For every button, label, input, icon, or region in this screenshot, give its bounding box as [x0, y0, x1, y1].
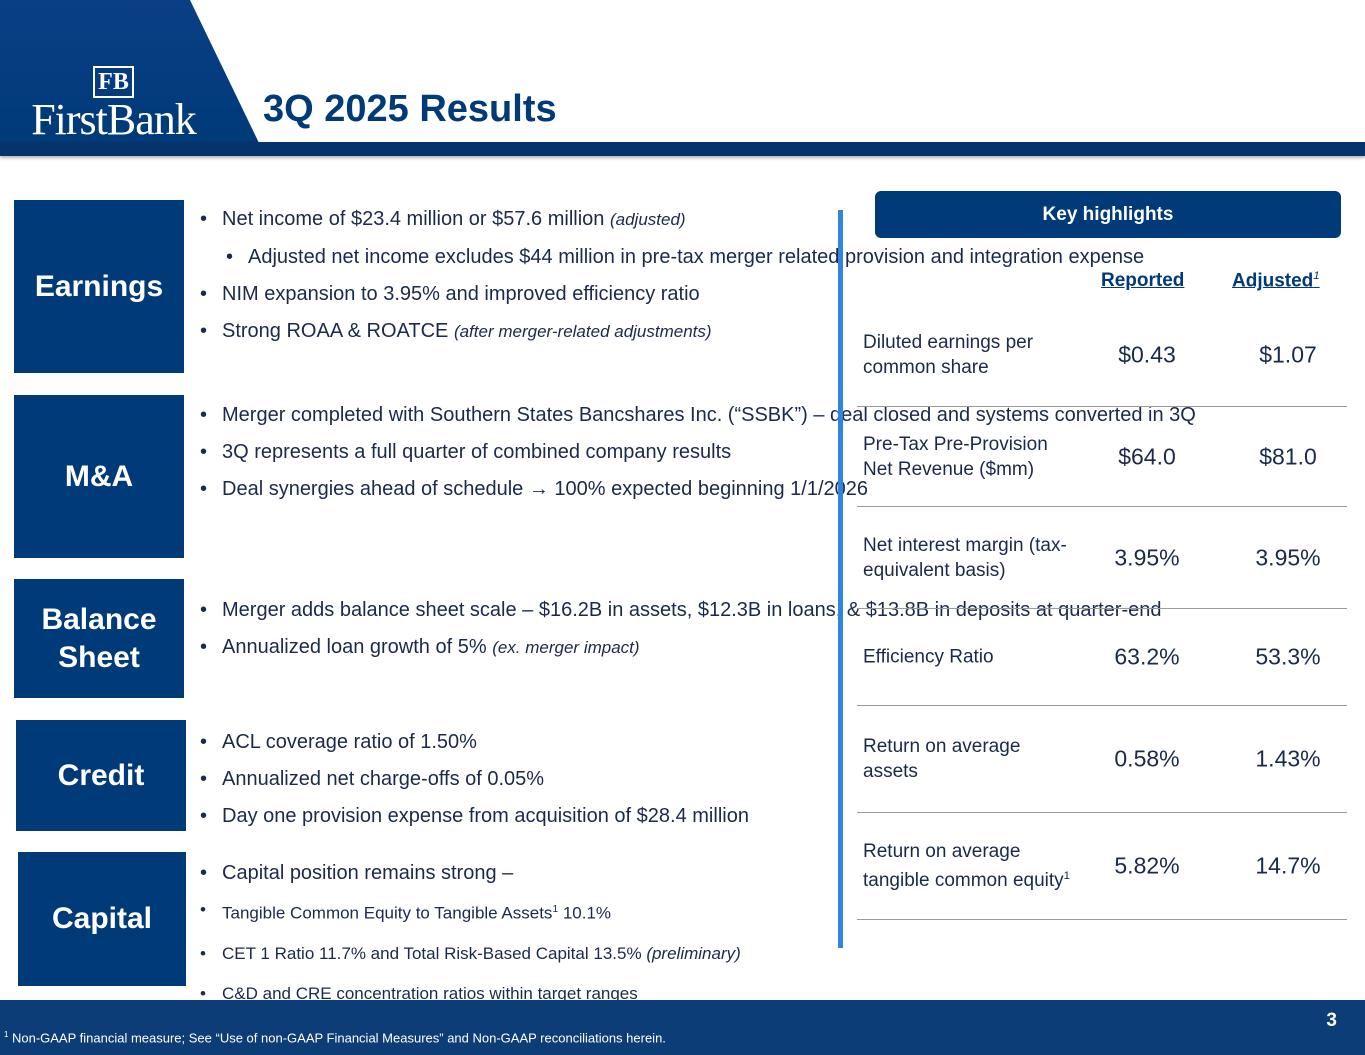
- section-label-earnings: Earnings: [14, 200, 184, 373]
- bullet-item: Deal synergies ahead of schedule → 100% …: [200, 476, 1196, 502]
- bullet-item: Day one provision expense from acquisiti…: [200, 803, 749, 829]
- bullet-text: Annualized net charge-offs of 0.05%: [222, 768, 545, 790]
- bullet-text-value: 10.1%: [558, 903, 612, 923]
- bullet-text: 3Q represents a full quarter of combined…: [222, 441, 732, 463]
- reported-value: $64.0: [1118, 443, 1176, 469]
- bullet-item: Tangible Common Equity to Tangible Asset…: [200, 897, 741, 927]
- col-reported: Reported: [1101, 270, 1185, 291]
- page-number: 3: [1326, 1010, 1337, 1031]
- metric-label: Diluted earnings per common share: [863, 330, 1078, 380]
- bullet-note: (after merger-related adjustments): [453, 322, 712, 341]
- bullet-text: Tangible Common Equity to Tangible Asset…: [222, 903, 553, 923]
- section-label-capital: Capital: [18, 852, 186, 986]
- reported-value: $0.43: [1118, 341, 1176, 367]
- highlight-row: Return on average assets 0.58% 1.43%: [857, 706, 1347, 813]
- metric-text: Net interest margin (tax-equivalent basi…: [863, 534, 1067, 581]
- bullet-item: Annualized net charge-offs of 0.05%: [200, 766, 749, 792]
- section-label-ma: M&A: [14, 395, 184, 558]
- footer: 3 1 Non-GAAP financial measure; See “Use…: [0, 1000, 1365, 1055]
- key-highlights-header: Key highlights: [875, 191, 1341, 238]
- bullet-text: ACL coverage ratio of 1.50%: [222, 731, 477, 753]
- footnote-marker: 1: [4, 1030, 9, 1039]
- balance-sheet-bullets: Merger adds balance sheet scale – $16.2B…: [200, 597, 1161, 672]
- bullet-text: Capital position remains strong –: [222, 862, 514, 884]
- col-adjusted-label: Adjusted: [1232, 270, 1314, 292]
- metric-label: Net interest margin (tax-equivalent basi…: [863, 533, 1078, 583]
- bullet-item: CET 1 Ratio 11.7% and Total Risk-Based C…: [200, 941, 741, 967]
- credit-bullets: ACL coverage ratio of 1.50% Annualized ne…: [200, 729, 749, 840]
- adjusted-value: 53.3%: [1255, 643, 1321, 670]
- section-label-credit: Credit: [16, 720, 186, 831]
- bullet-text: CET 1 Ratio 11.7% and Total Risk-Based C…: [222, 943, 642, 963]
- bullet-note: (adjusted): [609, 210, 686, 229]
- metric-label: Return on average tangible common equity…: [863, 839, 1078, 893]
- adjusted-value: $81.0: [1259, 443, 1317, 469]
- reported-value: 5.82%: [1114, 852, 1180, 879]
- adjusted-value: 14.7%: [1255, 852, 1321, 879]
- page-title: 3Q 2025 Results: [263, 88, 557, 130]
- section-label-balance-sheet: Balance Sheet: [14, 579, 184, 698]
- footnote: 1 Non-GAAP financial measure; See “Use o…: [4, 1030, 666, 1045]
- bullet-item: Net income of $23.4 million or $57.6 mil…: [200, 206, 1144, 233]
- divider: [838, 210, 843, 948]
- metric-text: Pre-Tax Pre-Provision Net Revenue ($mm): [863, 433, 1048, 480]
- adjusted-value: $1.07: [1259, 341, 1317, 367]
- logo-name: FirstBank: [31, 95, 197, 144]
- footnote-ref: 1: [1063, 869, 1071, 882]
- bullet-text: NIM expansion to 3.95% and improved effi…: [222, 283, 700, 305]
- bullet-item: C&D and CRE concentration ratios within …: [200, 981, 741, 1007]
- reported-value: 3.95%: [1114, 544, 1180, 570]
- header-bar: [0, 142, 1365, 156]
- bullet-note: (ex. merger impact): [492, 638, 640, 657]
- bullet-note: (preliminary): [646, 943, 741, 963]
- reported-value: 0.58%: [1114, 745, 1180, 772]
- reported-value: 63.2%: [1114, 643, 1180, 670]
- col-adjusted: Adjusted1: [1232, 270, 1320, 292]
- footnote-ref: 1: [552, 904, 559, 915]
- bullet-text: Annualized loan growth of 5%: [222, 636, 487, 658]
- metric-label: Return on average assets: [863, 734, 1078, 784]
- bullet-item: Strong ROAA & ROATCE (after merger-relat…: [200, 318, 1144, 345]
- highlight-row: Pre-Tax Pre-Provision Net Revenue ($mm) $…: [857, 407, 1347, 507]
- footnote-ref: 1: [1313, 270, 1320, 282]
- bullet-text: Merger adds balance sheet scale – $16.2B…: [222, 599, 1162, 621]
- metric-text: Return on average assets: [863, 736, 1021, 782]
- adjusted-value: 1.43%: [1255, 745, 1321, 772]
- ma-bullets: Merger completed with Southern States Ba…: [200, 402, 1196, 513]
- capital-bullets: Capital position remains strong – Tangibl…: [200, 860, 741, 1021]
- metric-label: Pre-Tax Pre-Provision Net Revenue ($mm): [863, 432, 1078, 482]
- metric-text: Return on average tangible common equity: [863, 840, 1064, 892]
- bullet-item: NIM expansion to 3.95% and improved effi…: [200, 281, 1144, 307]
- bullet-text: Net income of $23.4 million or $57.6 mil…: [222, 208, 605, 230]
- footnote-text: Non-GAAP financial measure; See “Use of …: [11, 1030, 666, 1046]
- adjusted-value: 3.95%: [1255, 544, 1321, 570]
- bullet-item: Merger adds balance sheet scale – $16.2B…: [200, 597, 1161, 623]
- bullet-text: Merger completed with Southern States Ba…: [222, 404, 1196, 426]
- bullet-item: Annualized loan growth of 5% (ex. merger…: [200, 634, 1161, 661]
- bullet-item: Capital position remains strong –: [200, 860, 741, 886]
- bullet-item: ACL coverage ratio of 1.50%: [200, 729, 749, 755]
- bullet-text: Adjusted net income excludes $44 million…: [248, 246, 1145, 268]
- bullet-text: Deal synergies ahead of schedule → 100% …: [222, 478, 869, 500]
- metric-text: Diluted earnings per common share: [863, 331, 1034, 378]
- highlight-row: Net interest margin (tax-equivalent basi…: [857, 507, 1347, 609]
- highlight-row: Return on average tangible common equity…: [857, 813, 1347, 920]
- firstbank-logo: FB FirstBank: [16, 66, 211, 142]
- bullet-text: C&D and CRE concentration ratios within …: [222, 983, 638, 1003]
- bullet-item: 3Q represents a full quarter of combined…: [200, 439, 1196, 465]
- bullet-item: Merger completed with Southern States Ba…: [200, 402, 1196, 428]
- highlight-row: Efficiency Ratio 63.2% 53.3%: [857, 609, 1347, 706]
- metric-text: Efficiency Ratio: [863, 646, 994, 668]
- bullet-text: Strong ROAA & ROATCE: [222, 320, 449, 342]
- highlight-row: Diluted earnings per common share $0.43 $1…: [857, 303, 1347, 407]
- logo-mark: FB: [93, 66, 134, 98]
- metric-label: Efficiency Ratio: [863, 645, 1078, 670]
- bullet-text: Day one provision expense from acquisiti…: [222, 805, 749, 827]
- earnings-bullets: Net income of $23.4 million or $57.6 mil…: [200, 206, 1144, 356]
- bullet-item: Adjusted net income excludes $44 million…: [226, 244, 1144, 270]
